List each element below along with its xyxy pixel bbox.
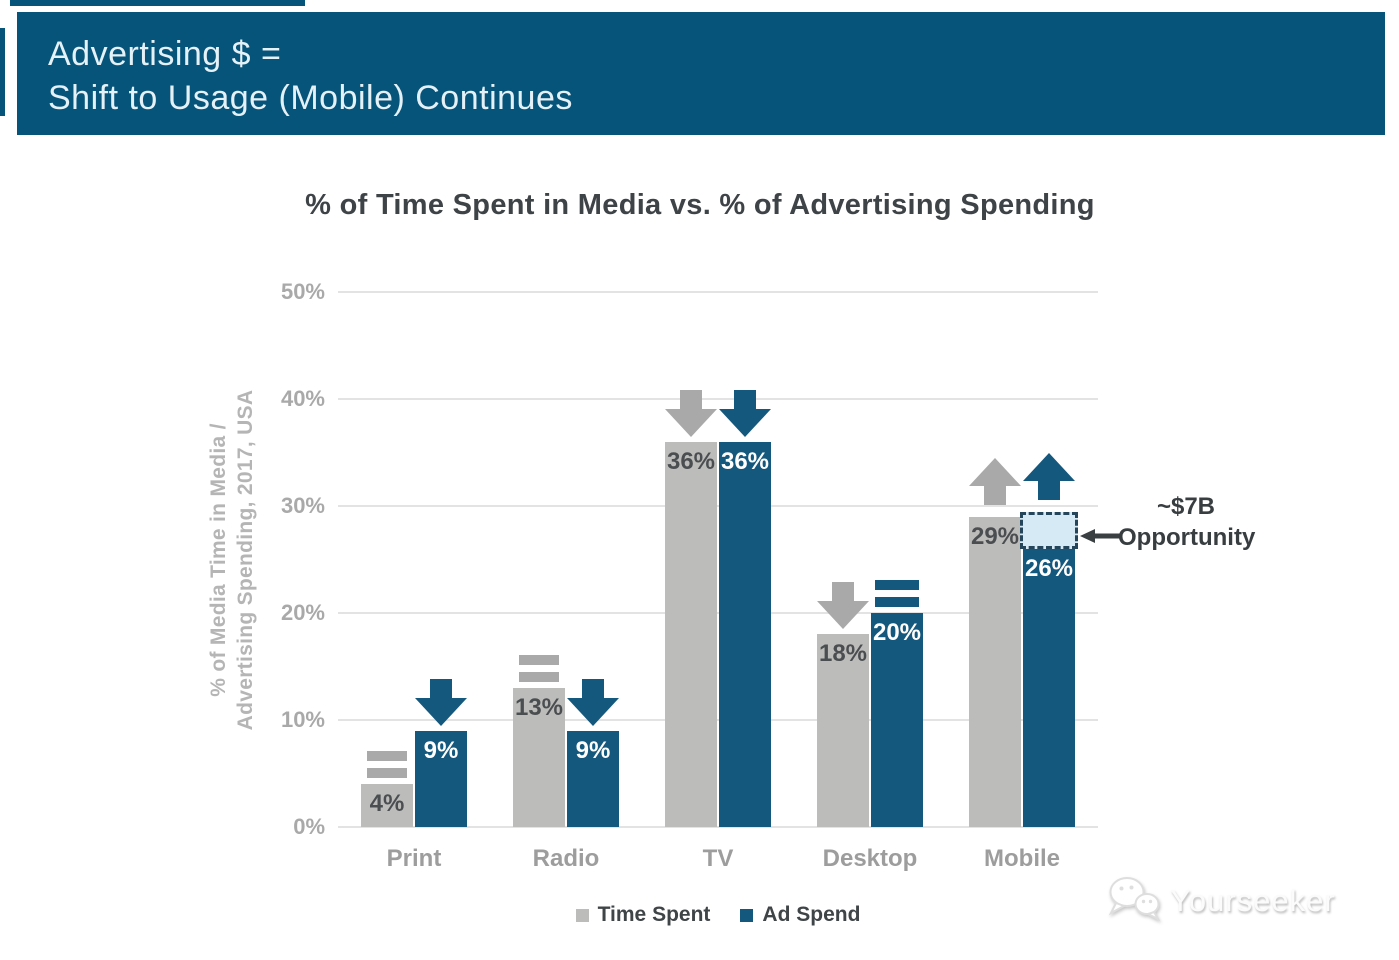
annotation-pointer-arrow-icon bbox=[1080, 529, 1120, 543]
legend: Time Spent Ad Spend bbox=[338, 903, 1098, 927]
top-edge-strip bbox=[10, 0, 305, 6]
value-label-time-spent-print: 4% bbox=[369, 790, 405, 818]
trend-down-icon-ad-spend-print bbox=[415, 678, 467, 726]
watermark-text: Yourseeker bbox=[1170, 882, 1336, 918]
category-label-desktop: Desktop bbox=[822, 845, 918, 872]
bar-ad-spend-mobile bbox=[1023, 548, 1075, 827]
legend-label-ad-spend: Ad Spend bbox=[762, 903, 861, 926]
gridline-20 bbox=[338, 612, 1098, 614]
trend-down-icon-time-spent-tv bbox=[665, 389, 717, 437]
y-axis-label-line1: % of Media Time in Media / bbox=[207, 423, 230, 697]
trend-down-icon-ad-spend-radio bbox=[567, 678, 619, 726]
legend-item-time-spent: Time Spent bbox=[575, 903, 711, 927]
annotation-line2: Opportunity bbox=[1118, 524, 1256, 551]
gridline-50 bbox=[338, 291, 1098, 293]
value-label-time-spent-desktop: 18% bbox=[818, 640, 868, 668]
category-label-mobile: Mobile bbox=[984, 845, 1060, 872]
value-label-ad-spend-print: 9% bbox=[423, 736, 459, 764]
y-tick-label-50: 50% bbox=[280, 279, 325, 304]
bar-time-spent-mobile bbox=[969, 516, 1021, 827]
bar-time-spent-tv bbox=[665, 441, 717, 827]
value-label-ad-spend-tv: 36% bbox=[720, 447, 770, 475]
gridline-0 bbox=[338, 826, 1098, 828]
header-banner: Advertising $ = Shift to Usage (Mobile) … bbox=[17, 12, 1385, 135]
chat-bubbles-logo-icon bbox=[1106, 874, 1162, 927]
bar-time-spent-radio bbox=[513, 687, 565, 827]
y-tick-label-40: 40% bbox=[280, 386, 325, 411]
value-label-time-spent-mobile: 29% bbox=[970, 522, 1020, 550]
header-title-line2: Shift to Usage (Mobile) Continues bbox=[48, 79, 573, 117]
trend-down-icon-ad-spend-tv bbox=[719, 389, 771, 437]
bar-ad-spend-desktop bbox=[871, 613, 923, 827]
value-label-ad-spend-desktop: 20% bbox=[872, 619, 922, 646]
value-label-ad-spend-mobile: 26% bbox=[1024, 554, 1074, 582]
bar-time-spent-desktop bbox=[817, 634, 869, 827]
value-label-ad-spend-radio: 9% bbox=[575, 736, 611, 764]
trend-up-icon-ad-spend-mobile bbox=[1023, 453, 1075, 501]
bar-time-spent-print bbox=[361, 784, 413, 827]
trend-flat-icon-ad-spend-desktop bbox=[875, 580, 919, 607]
plot-area: 0% 10% 20% 30% 40% 50% 4% 13% 36% 18% 29% 9% 9% 36% 20… bbox=[281, 279, 1098, 872]
opportunity-box bbox=[1020, 512, 1078, 549]
category-label-radio: Radio bbox=[532, 845, 600, 872]
bar-ad-spend-radio bbox=[567, 730, 619, 827]
trend-down-icon-time-spent-desktop bbox=[817, 582, 869, 630]
gridline-40 bbox=[338, 398, 1098, 400]
header-title-line1: Advertising $ = bbox=[48, 35, 282, 73]
value-label-time-spent-radio: 13% bbox=[514, 693, 564, 721]
opportunity-annotation: ~$7B Opportunity bbox=[1118, 491, 1256, 553]
chart-title: % of Time Spent in Media vs. % of Advert… bbox=[305, 189, 1095, 221]
gridline-10 bbox=[338, 719, 1098, 721]
legend-swatch-time-spent bbox=[575, 908, 589, 922]
legend-label-time-spent: Time Spent bbox=[597, 903, 711, 926]
bar-ad-spend-tv bbox=[719, 441, 771, 827]
trend-up-icon-time-spent-mobile bbox=[969, 457, 1021, 505]
legend-swatch-ad-spend bbox=[740, 908, 754, 922]
y-tick-label-20: 20% bbox=[280, 600, 325, 625]
trend-flat-icon-time-spent-print bbox=[367, 751, 407, 779]
category-label-tv: TV bbox=[702, 845, 734, 872]
watermark: Yourseeker bbox=[1106, 874, 1336, 927]
bar-ad-spend-print bbox=[415, 730, 467, 827]
y-tick-label-10: 10% bbox=[280, 707, 325, 732]
left-edge-strip bbox=[0, 28, 5, 116]
y-tick-label-0: 0% bbox=[293, 814, 325, 839]
y-tick-label-30: 30% bbox=[280, 493, 325, 518]
annotation-line1: ~$7B bbox=[1156, 493, 1216, 520]
category-label-print: Print bbox=[386, 845, 442, 872]
legend-item-ad-spend: Ad Spend bbox=[740, 903, 860, 927]
gridline-30 bbox=[338, 505, 1098, 507]
trend-flat-icon-time-spent-radio bbox=[519, 654, 559, 682]
value-label-time-spent-tv: 36% bbox=[666, 447, 716, 475]
